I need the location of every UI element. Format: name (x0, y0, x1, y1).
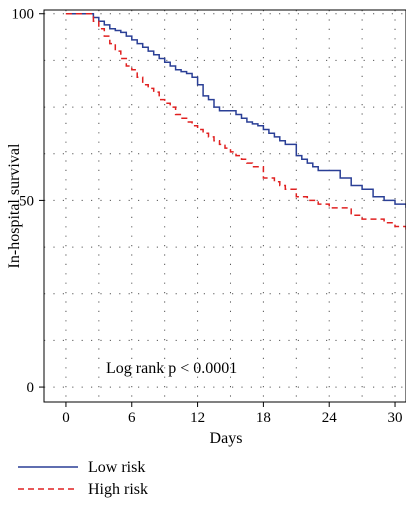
series-lines (65, 12, 406, 231)
survival-curve-high-risk (65, 12, 406, 231)
y-tick-label: 0 (27, 380, 35, 396)
legend: Low risk High risk (18, 459, 148, 498)
grid (44, 10, 406, 402)
x-tick-label: 18 (256, 410, 271, 426)
survival-curve-low-risk (65, 12, 406, 208)
x-tick-label: 30 (388, 410, 403, 426)
legend-label-high-risk: High risk (88, 481, 148, 498)
legend-label-low-risk: Low risk (88, 459, 145, 476)
x-tick-label: 0 (62, 410, 70, 426)
x-axis-label: Days (210, 430, 243, 447)
y-axis-label: In-hospital survival (6, 143, 23, 268)
x-tick-label: 12 (190, 410, 205, 426)
y-tick-label: 50 (19, 193, 34, 209)
logrank-annotation: Log rank p < 0.0001 (106, 360, 237, 377)
axis-ticks: 0 6 12 18 24 30 0 50 100 (12, 7, 403, 426)
y-tick-label: 100 (12, 7, 35, 23)
x-tick-label: 24 (322, 410, 338, 426)
plot-frame (43, 9, 406, 403)
x-tick-label: 6 (128, 410, 136, 426)
